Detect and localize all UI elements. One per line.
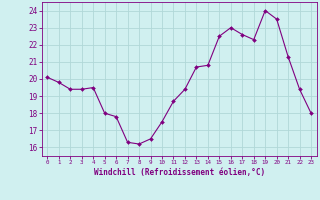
- X-axis label: Windchill (Refroidissement éolien,°C): Windchill (Refroidissement éolien,°C): [94, 168, 265, 177]
